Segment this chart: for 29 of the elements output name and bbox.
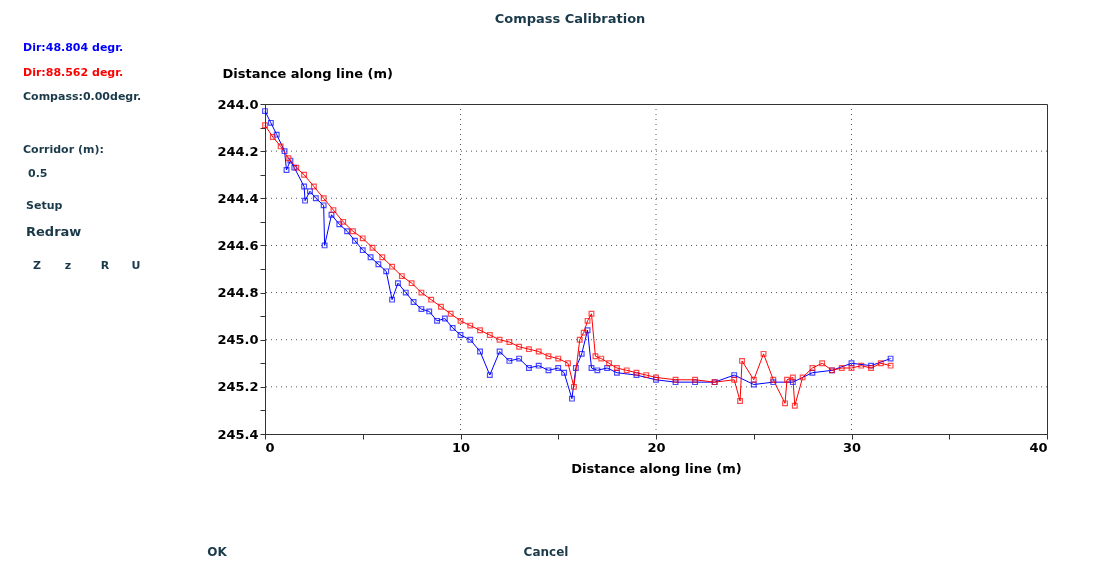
text: Z (33, 259, 42, 272)
text: Cancel (523, 545, 569, 559)
y-tick-label: 245.4 (217, 426, 259, 442)
text: Compass:0.00degr. (23, 90, 142, 103)
x-axis-title: Distance along line (m) (571, 460, 742, 476)
y-tick-label: 244.2 (217, 143, 259, 159)
y-axis-title: Distance along line (m) (222, 65, 393, 81)
x-tick-label: 10 (451, 439, 471, 455)
y-tick-label: 245.0 (217, 332, 259, 348)
y-tick-label: 244.8 (217, 285, 259, 301)
text: 0.5 (28, 167, 48, 180)
x-tick-label: 20 (647, 439, 666, 455)
y-tick-label: 244.6 (217, 237, 259, 253)
y-tick-label: 245.2 (217, 379, 259, 395)
text: Redraw (26, 224, 82, 239)
text: Corridor (m): (23, 143, 104, 156)
x-tick-label: 40 (1029, 439, 1048, 455)
text: Setup (26, 199, 63, 212)
text: z (64, 259, 72, 272)
text: Dir:88.562 degr. (23, 66, 124, 79)
x-tick-label: 30 (842, 439, 862, 455)
y-tick-label: 244.0 (217, 96, 259, 112)
text: R (100, 259, 110, 272)
text: OK (207, 545, 228, 559)
chart-title: Compass Calibration (494, 11, 646, 26)
text: U (131, 259, 141, 272)
y-tick-label: 244.4 (217, 190, 259, 206)
text: Dir:48.804 degr. (23, 41, 124, 54)
x-tick-label: 0 (265, 439, 275, 455)
